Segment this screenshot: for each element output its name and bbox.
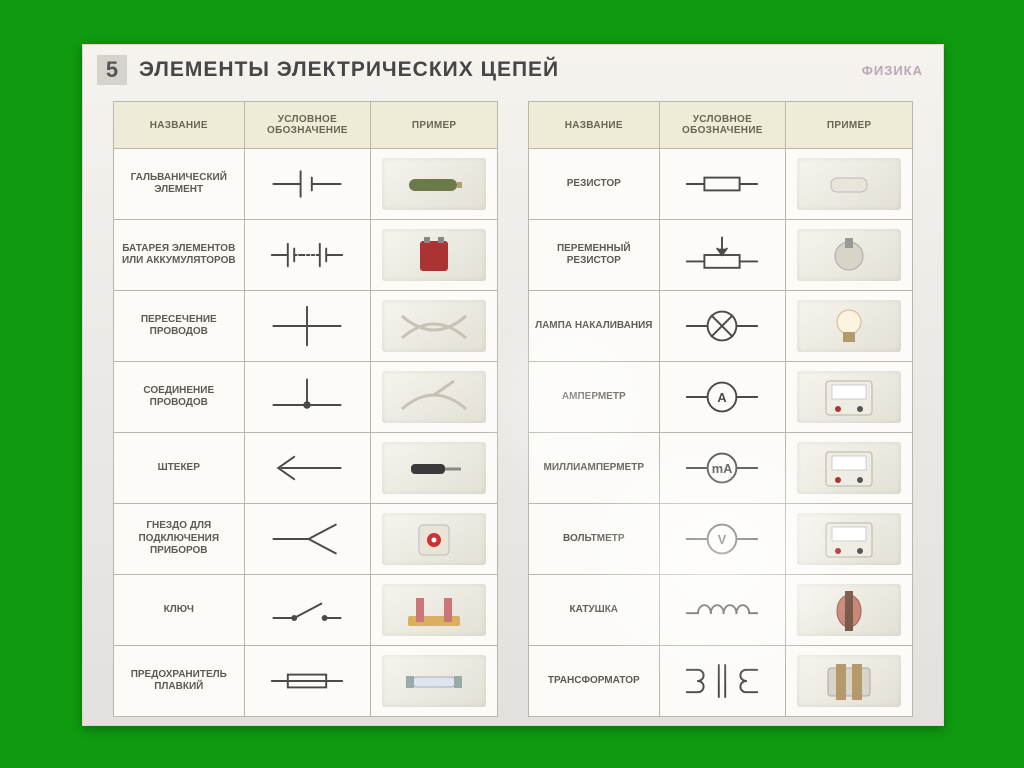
col-name: НАЗВАНИЕ [529, 102, 660, 149]
table-row: ТРАНСФОРМАТОР [529, 646, 913, 717]
chapter-number: 5 [97, 55, 127, 85]
title-bar: 5 ЭЛЕМЕНТЫ ЭЛЕКТРИЧЕСКИХ ЦЕПЕЙ ФИЗИКА [83, 45, 943, 91]
col-symbol: УСЛОВНОЕ ОБОЗНАЧЕНИЕ [244, 102, 371, 149]
component-name: ПЕРЕСЕЧЕНИЕ ПРОВОДОВ [116, 314, 242, 339]
table-row: ГНЕЗДО ДЛЯ ПОДКЛЮЧЕНИЯ ПРИБОРОВ [114, 504, 498, 575]
schematic-symbol [244, 291, 371, 362]
schematic-symbol [659, 291, 786, 362]
example-photo [786, 575, 913, 646]
table-row: ГАЛЬВАНИЧЕСКИЙ ЭЛЕМЕНТ [114, 149, 498, 220]
table-row: МИЛЛИАМПЕРМЕТР mA [529, 433, 913, 504]
example-photo [371, 646, 498, 717]
component-name: МИЛЛИАМПЕРМЕТР [531, 462, 657, 475]
schematic-symbol [659, 149, 786, 220]
right-body: РЕЗИСТОР ПЕРЕМЕННЫЙ РЕЗИСТОР ЛАМПА НАКАЛИВ… [529, 149, 913, 717]
component-name: АМПЕРМЕТР [531, 391, 657, 404]
page-title: ЭЛЕМЕНТЫ ЭЛЕКТРИЧЕСКИХ ЦЕПЕЙ [139, 58, 559, 82]
subject-label: ФИЗИКА [862, 63, 923, 78]
left-body: ГАЛЬВАНИЧЕСКИЙ ЭЛЕМЕНТ БАТАРЕЯ ЭЛЕМЕНТОВ … [114, 149, 498, 717]
component-name: СОЕДИНЕНИЕ ПРОВОДОВ [116, 385, 242, 410]
example-photo [786, 504, 913, 575]
component-name: ТРАНСФОРМАТОР [531, 675, 657, 688]
table-row: ВОЛЬТМЕТР V [529, 504, 913, 575]
schematic-symbol: mA [659, 433, 786, 504]
table-row: ПЕРЕСЕЧЕНИЕ ПРОВОДОВ [114, 291, 498, 362]
component-name: ПРЕДОХРАНИТЕЛЬ ПЛАВКИЙ [116, 669, 242, 694]
col-symbol: УСЛОВНОЕ ОБОЗНАЧЕНИЕ [659, 102, 786, 149]
component-name: РЕЗИСТОР [531, 178, 657, 191]
table-row: ЛАМПА НАКАЛИВАНИЯ [529, 291, 913, 362]
example-photo [371, 433, 498, 504]
component-name: БАТАРЕЯ ЭЛЕМЕНТОВ ИЛИ АККУМУЛЯТОРОВ [116, 243, 242, 268]
component-name: ПЕРЕМЕННЫЙ РЕЗИСТОР [531, 243, 657, 268]
col-name: НАЗВАНИЕ [114, 102, 245, 149]
schematic-symbol [659, 575, 786, 646]
example-photo [371, 575, 498, 646]
table-row: КАТУШКА [529, 575, 913, 646]
table-row: КЛЮЧ [114, 575, 498, 646]
example-photo [371, 504, 498, 575]
schematic-symbol [244, 575, 371, 646]
table-row: СОЕДИНЕНИЕ ПРОВОДОВ [114, 362, 498, 433]
component-name: ШТЕКЕР [116, 462, 242, 475]
svg-text:mA: mA [712, 461, 733, 476]
schematic-symbol: A [659, 362, 786, 433]
example-photo [786, 220, 913, 291]
tables-wrapper: НАЗВАНИЕ УСЛОВНОЕ ОБОЗНАЧЕНИЕ ПРИМЕР ГАЛ… [83, 91, 943, 711]
example-photo [371, 291, 498, 362]
component-name: КЛЮЧ [116, 604, 242, 617]
schematic-symbol [244, 149, 371, 220]
schematic-symbol [244, 433, 371, 504]
col-example: ПРИМЕР [371, 102, 498, 149]
table-row: ПЕРЕМЕННЫЙ РЕЗИСТОР [529, 220, 913, 291]
component-name: ГНЕЗДО ДЛЯ ПОДКЛЮЧЕНИЯ ПРИБОРОВ [116, 520, 242, 558]
svg-text:A: A [718, 390, 727, 405]
example-photo [786, 362, 913, 433]
col-example: ПРИМЕР [786, 102, 913, 149]
component-name: ГАЛЬВАНИЧЕСКИЙ ЭЛЕМЕНТ [116, 172, 242, 197]
schematic-symbol [659, 646, 786, 717]
example-photo [786, 433, 913, 504]
schematic-symbol [244, 646, 371, 717]
example-photo [786, 149, 913, 220]
schematic-symbol: V [659, 504, 786, 575]
schematic-symbol [659, 220, 786, 291]
example-photo [371, 220, 498, 291]
example-photo [786, 291, 913, 362]
schematic-symbol [244, 220, 371, 291]
table-row: БАТАРЕЯ ЭЛЕМЕНТОВ ИЛИ АККУМУЛЯТОРОВ [114, 220, 498, 291]
table-row: ПРЕДОХРАНИТЕЛЬ ПЛАВКИЙ [114, 646, 498, 717]
table-row: РЕЗИСТОР [529, 149, 913, 220]
schematic-symbol [244, 504, 371, 575]
table-row: АМПЕРМЕТР A [529, 362, 913, 433]
svg-text:V: V [718, 532, 727, 547]
components-table-left: НАЗВАНИЕ УСЛОВНОЕ ОБОЗНАЧЕНИЕ ПРИМЕР ГАЛ… [113, 101, 498, 717]
component-name: КАТУШКА [531, 604, 657, 617]
components-table-right: НАЗВАНИЕ УСЛОВНОЕ ОБОЗНАЧЕНИЕ ПРИМЕР РЕЗ… [528, 101, 913, 717]
table-row: ШТЕКЕР [114, 433, 498, 504]
example-photo [371, 149, 498, 220]
component-name: ВОЛЬТМЕТР [531, 533, 657, 546]
example-photo [371, 362, 498, 433]
component-name: ЛАМПА НАКАЛИВАНИЯ [531, 320, 657, 333]
schematic-symbol [244, 362, 371, 433]
poster: 5 ЭЛЕМЕНТЫ ЭЛЕКТРИЧЕСКИХ ЦЕПЕЙ ФИЗИКА НА… [82, 44, 944, 726]
example-photo [786, 646, 913, 717]
